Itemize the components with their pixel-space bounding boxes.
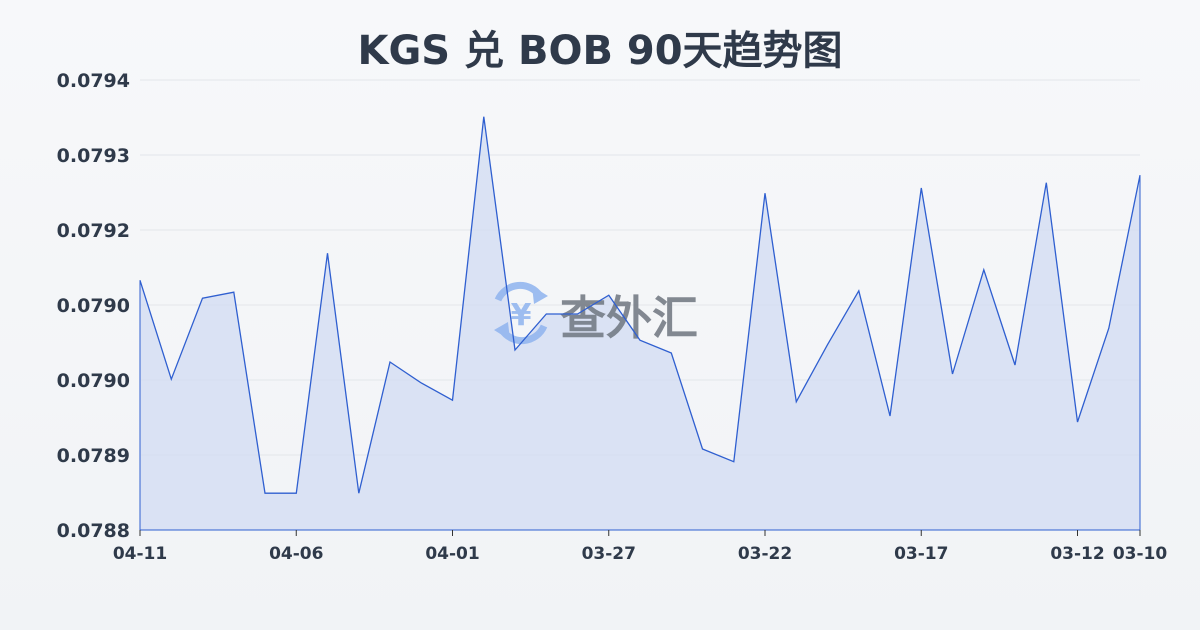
area-fill	[140, 116, 1140, 530]
y-tick-label: 0.0794	[57, 70, 130, 92]
svg-text:查外汇: 查外汇	[560, 291, 698, 345]
watermark-logo: ¥ 查外汇	[494, 281, 698, 345]
y-tick-label: 0.0790	[57, 370, 130, 392]
y-tick-label: 0.0792	[57, 220, 130, 242]
series-line	[139, 116, 1141, 494]
x-tick-label: 03-17	[894, 544, 948, 564]
x-tick-label: 03-27	[582, 544, 636, 564]
x-tick-label: 04-06	[269, 544, 323, 564]
y-tick-label: 0.0788	[57, 520, 130, 542]
chart-title: KGS 兑 BOB 90天趋势图	[357, 28, 843, 74]
y-tick-label: 0.0793	[57, 145, 130, 167]
x-tick-label: 03-22	[738, 544, 792, 564]
x-tick-label: 03-10	[1113, 544, 1168, 564]
x-tick-label: 04-01	[425, 544, 479, 564]
y-tick-label: 0.0789	[57, 445, 130, 467]
y-tick-label: 0.0790	[57, 295, 130, 317]
yen-exchange-icon: ¥	[494, 281, 548, 345]
svg-text:¥: ¥	[511, 298, 532, 333]
x-tick-label: 04-11	[113, 544, 167, 564]
x-tick-label: 03-12	[1050, 544, 1104, 564]
